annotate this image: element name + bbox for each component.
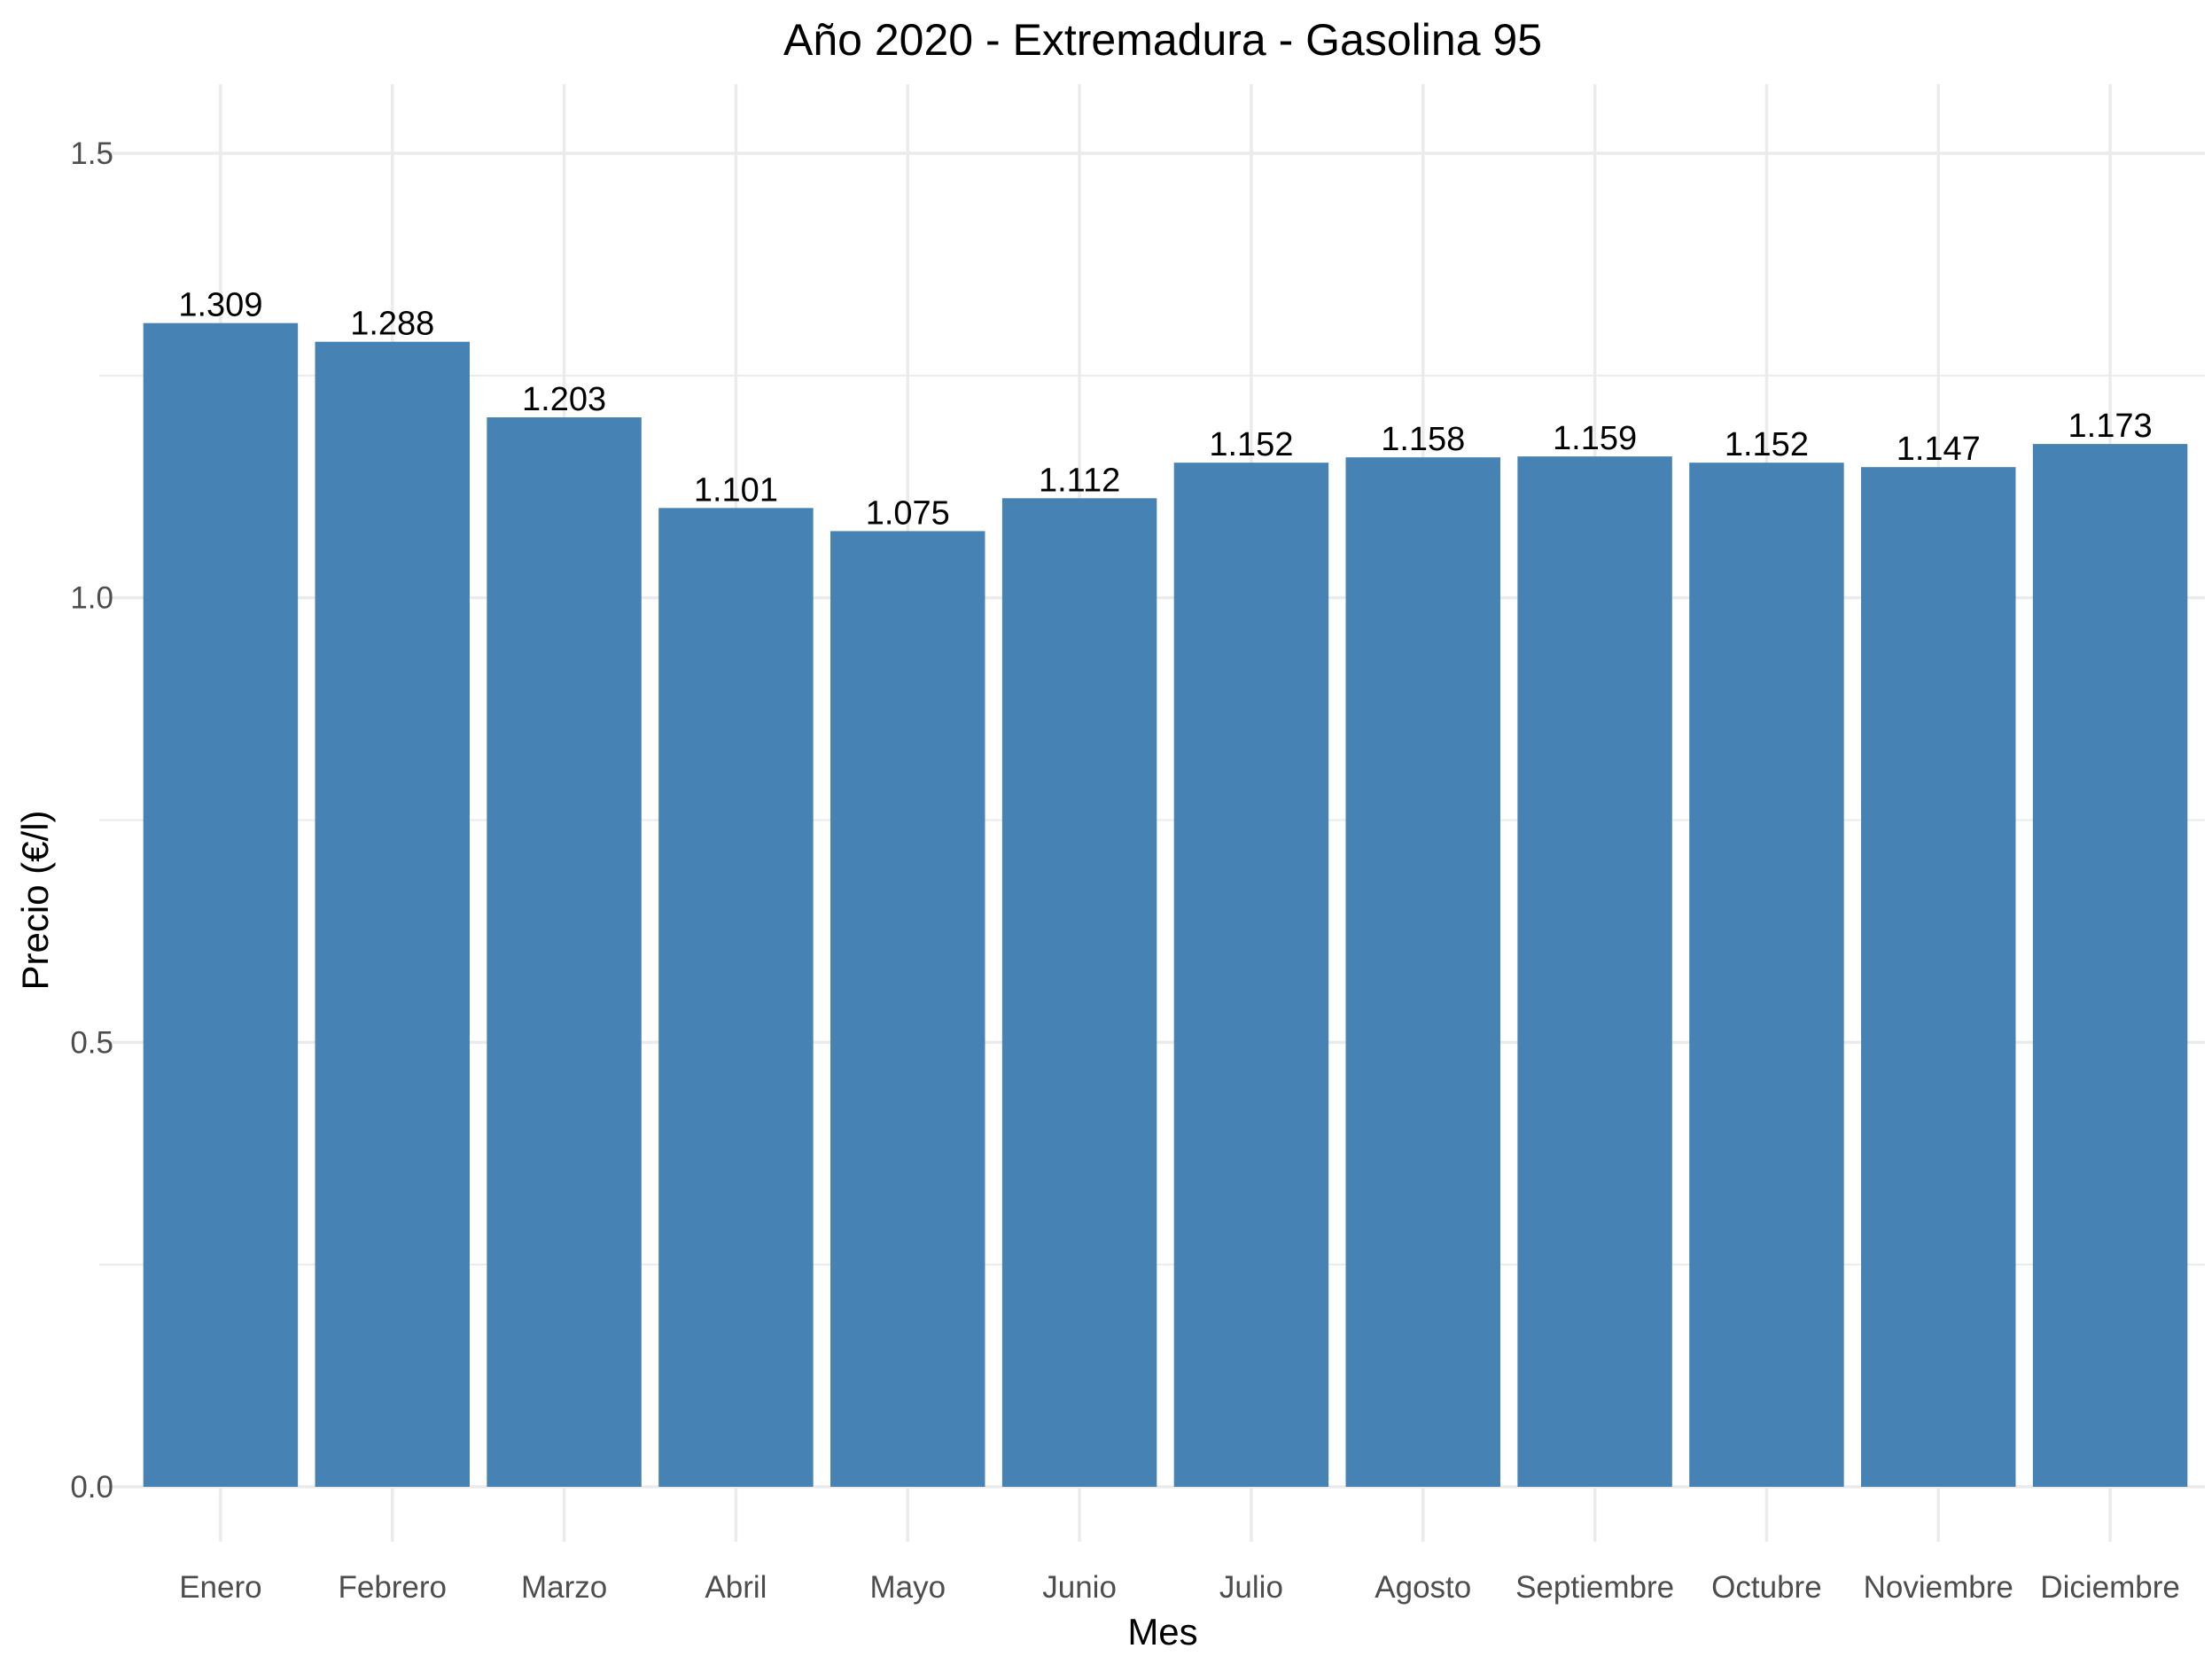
x-tick-label: Agosto [1375, 1570, 1471, 1605]
y-tick-label: 0.5 [70, 1025, 113, 1060]
bar-enero [143, 323, 299, 1487]
y-axis-title: Precio (€/l) [14, 810, 56, 990]
data-label: 1.147 [1897, 431, 1981, 468]
data-label: 1.112 [1039, 462, 1120, 499]
data-label: 1.101 [694, 471, 778, 509]
data-label: 1.159 [1553, 420, 1637, 457]
data-label: 1.173 [2068, 408, 2153, 445]
x-tick-label: Octubre [1711, 1570, 1822, 1605]
bar-agosto [1345, 457, 1500, 1487]
bar-diciembre [2032, 444, 2188, 1488]
bar-febrero [315, 341, 470, 1487]
x-tick-label: Junio [1042, 1570, 1117, 1605]
bar-octubre [1689, 463, 1844, 1488]
x-tick-labels: Enero Febrero Marzo Abril Mayo Junio Julio Agos… [179, 1570, 2180, 1605]
x-tick-label: Abril [705, 1570, 767, 1605]
x-axis-title: Mes [1127, 1611, 1197, 1653]
y-tick-label: 0.0 [70, 1470, 113, 1505]
data-label: 1.309 [178, 287, 262, 324]
bar-julio [1173, 463, 1329, 1488]
x-tick-label: Febrero [338, 1570, 447, 1605]
data-label: 1.075 [866, 494, 950, 532]
x-tick-label: Noviembre [1864, 1570, 2013, 1605]
y-tick-labels: 0.0 0.5 1.0 1.5 [70, 136, 113, 1505]
x-tick-label: Mayo [869, 1570, 946, 1605]
data-labels-layer: 1.309 1.288 1.203 1.101 1.075 1.112 1.152 1.158… [178, 287, 2152, 533]
x-tick-label: Julio [1219, 1570, 1283, 1605]
bar-marzo [487, 416, 642, 1487]
bar-septiembre [1517, 456, 1672, 1487]
y-tick-label: 1.0 [70, 581, 113, 616]
data-label: 1.152 [1209, 426, 1293, 463]
x-tick-label: Enero [179, 1570, 261, 1605]
data-label: 1.158 [1381, 421, 1465, 458]
chart-title: Año 2020 - Extremadura - Gasolina 95 [783, 15, 1542, 65]
x-tick-label: Diciembre [2040, 1570, 2180, 1605]
data-label: 1.152 [1725, 426, 1809, 463]
x-tick-label: Septiembre [1515, 1570, 1674, 1605]
bar-abril [658, 508, 814, 1487]
data-label: 1.203 [522, 381, 606, 418]
bar-junio [1001, 498, 1157, 1487]
bar-noviembre [1861, 467, 2016, 1487]
x-tick-label: Marzo [521, 1570, 607, 1605]
bars-layer [143, 323, 2188, 1488]
y-tick-label: 1.5 [70, 136, 113, 171]
bar-mayo [830, 531, 985, 1487]
data-label: 1.288 [350, 306, 434, 343]
